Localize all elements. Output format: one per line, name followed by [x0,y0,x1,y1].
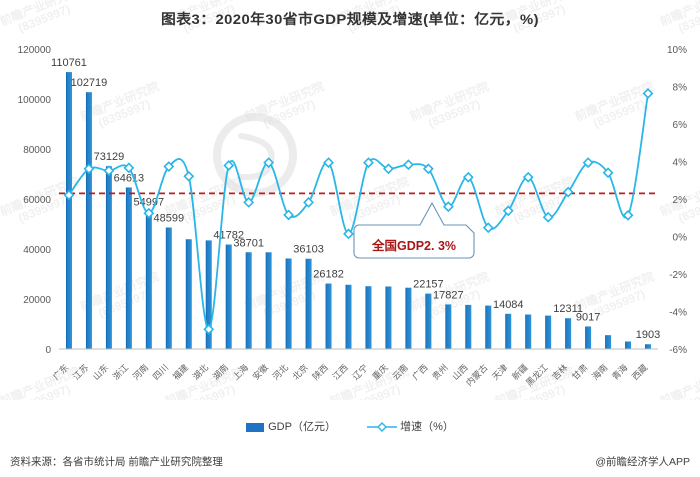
svg-text:全国GDP2. 3%: 全国GDP2. 3% [371,238,456,253]
